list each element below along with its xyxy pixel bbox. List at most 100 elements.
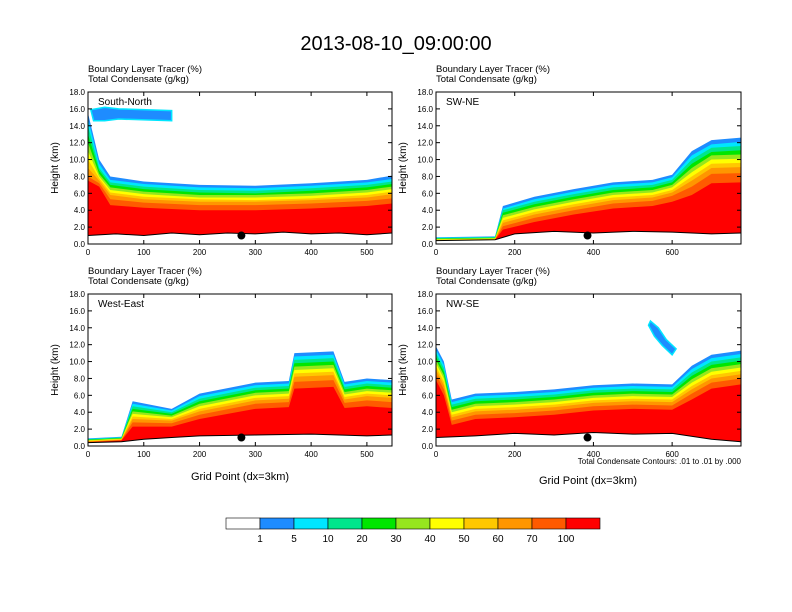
- x-tick-label: 500: [360, 450, 374, 459]
- upper-cloud: [89, 106, 173, 122]
- plot-area: [88, 351, 392, 446]
- x-tick-label: 300: [249, 248, 263, 257]
- y-tick-label: 14.0: [69, 324, 85, 333]
- panel-subtitle-1: Boundary Layer Tracer (%): [436, 64, 550, 75]
- y-tick-label: 12.0: [69, 139, 85, 148]
- y-tick-label: 16.0: [69, 307, 85, 316]
- colorbar-swatch: [429, 517, 465, 530]
- y-tick-label: 10.0: [417, 156, 433, 165]
- panels: 0.0 2.0 4.0 6.0 8.0 10.0 12.0 14.0 16.0 18.0 0 100 2…: [50, 64, 742, 459]
- x-tick-label: 200: [193, 450, 207, 459]
- y-tick-label: 14.0: [417, 122, 433, 131]
- y-tick-label: 4.0: [422, 206, 434, 215]
- y-tick-label: 10.0: [69, 156, 85, 165]
- colorbar-swatch: [361, 517, 397, 530]
- colorbar-label: 1: [257, 534, 263, 545]
- y-tick-label: 14.0: [417, 324, 433, 333]
- colorbar-swatch: [463, 517, 499, 530]
- y-tick-label: 4.0: [422, 408, 434, 417]
- plot-area: [88, 106, 392, 244]
- panel-subtitle-2: Total Condensate (g/kg): [436, 276, 537, 287]
- y-tick-label: 0.0: [422, 240, 434, 249]
- tracer-level-10: [88, 386, 392, 446]
- colorbar-swatch: [531, 517, 567, 530]
- colorbar-swatch: [565, 517, 601, 530]
- location-marker: [237, 433, 246, 442]
- y-tick-label: 12.0: [69, 341, 85, 350]
- tracer-level-10: [436, 182, 741, 244]
- y-tick-label: 12.0: [417, 341, 433, 350]
- y-tick-label: 4.0: [74, 206, 86, 215]
- y-tick-label: 2.0: [74, 223, 86, 232]
- y-tick-label: 6.0: [74, 391, 86, 400]
- panel-label: SW-NE: [446, 97, 479, 108]
- plot-frame: [87, 91, 393, 245]
- y-tick-label: 6.0: [422, 189, 434, 198]
- y-tick-label: 6.0: [422, 391, 434, 400]
- colorbar-swatch: [497, 517, 533, 530]
- y-tick-label: 4.0: [74, 408, 86, 417]
- y-tick-label: 2.0: [422, 223, 434, 232]
- terrain-line: [436, 230, 741, 242]
- x-tick-label: 400: [587, 450, 601, 459]
- panel-subtitle-2: Total Condensate (g/kg): [88, 276, 189, 287]
- y-tick-label: 10.0: [417, 358, 433, 367]
- panel-subtitle-2: Total Condensate (g/kg): [436, 74, 537, 85]
- contour-note: Total Condensate Contours: .01 to .01 by…: [578, 457, 742, 466]
- panel-subtitle-1: Boundary Layer Tracer (%): [88, 266, 202, 277]
- panel-subtitle-2: Total Condensate (g/kg): [88, 74, 189, 85]
- y-axis-label: Height (km): [50, 142, 61, 194]
- x-tick-label: 400: [304, 450, 318, 459]
- panel-0: 0.0 2.0 4.0 6.0 8.0 10.0 12.0 14.0 16.0 18.0 0 100 2…: [50, 64, 393, 257]
- x-tick-label: 300: [249, 450, 263, 459]
- location-marker: [583, 433, 592, 442]
- panel-subtitle-1: Boundary Layer Tracer (%): [88, 64, 202, 75]
- panel-subtitle-1: Boundary Layer Tracer (%): [436, 266, 550, 277]
- y-tick-label: 8.0: [422, 172, 434, 181]
- figure-title: 2013-08-10_09:00:00: [300, 33, 491, 55]
- colorbar-swatch: [259, 517, 295, 530]
- location-marker: [237, 231, 246, 240]
- colorbar: 1 5 10 20 30 40 50 60 70 100: [225, 517, 601, 545]
- upper-cloud: [647, 319, 678, 356]
- colorbar-label: 60: [492, 534, 504, 545]
- tracer-level-10: [436, 380, 741, 446]
- x-tick-label: 200: [508, 450, 522, 459]
- panel-1: 0.0 2.0 4.0 6.0 8.0 10.0 12.0 14.0 16.0 18.0 0 200 4…: [398, 64, 742, 257]
- terrain-line: [436, 431, 741, 443]
- plot-area: [436, 137, 741, 244]
- y-tick-label: 0.0: [422, 442, 434, 451]
- colorbar-swatch: [327, 517, 363, 530]
- colorbar-swatch: [395, 517, 431, 530]
- x-tick-label: 0: [86, 450, 91, 459]
- y-tick-label: 14.0: [69, 122, 85, 131]
- y-axis-label: Height (km): [398, 344, 409, 396]
- colorbar-label: 20: [356, 534, 368, 545]
- y-tick-label: 12.0: [417, 139, 433, 148]
- panel-3: 0.0 2.0 4.0 6.0 8.0 10.0 12.0 14.0 16.0 18.0 0 200 4…: [398, 266, 742, 459]
- colorbar-label: 50: [458, 534, 470, 545]
- panel-label: South-North: [98, 97, 152, 108]
- panel-label: West-East: [98, 299, 144, 310]
- colorbar-label: 70: [526, 534, 538, 545]
- x-tick-label: 100: [137, 450, 151, 459]
- y-tick-label: 16.0: [417, 105, 433, 114]
- x-tick-label: 0: [434, 248, 439, 257]
- plot-area: [436, 319, 741, 446]
- plot-frame: [87, 293, 393, 447]
- x-tick-label: 500: [360, 248, 374, 257]
- colorbar-label: 100: [558, 534, 575, 545]
- y-tick-label: 16.0: [417, 307, 433, 316]
- y-tick-label: 8.0: [74, 374, 86, 383]
- x-tick-label: 0: [434, 450, 439, 459]
- x-axis-label-right: Grid Point (dx=3km): [539, 475, 637, 487]
- x-tick-label: 0: [86, 248, 91, 257]
- terrain-line: [88, 433, 392, 444]
- y-tick-label: 18.0: [417, 290, 433, 299]
- y-tick-label: 2.0: [422, 425, 434, 434]
- y-tick-label: 16.0: [69, 105, 85, 114]
- y-tick-label: 18.0: [69, 88, 85, 97]
- colorbar-label: 5: [291, 534, 297, 545]
- y-tick-label: 10.0: [69, 358, 85, 367]
